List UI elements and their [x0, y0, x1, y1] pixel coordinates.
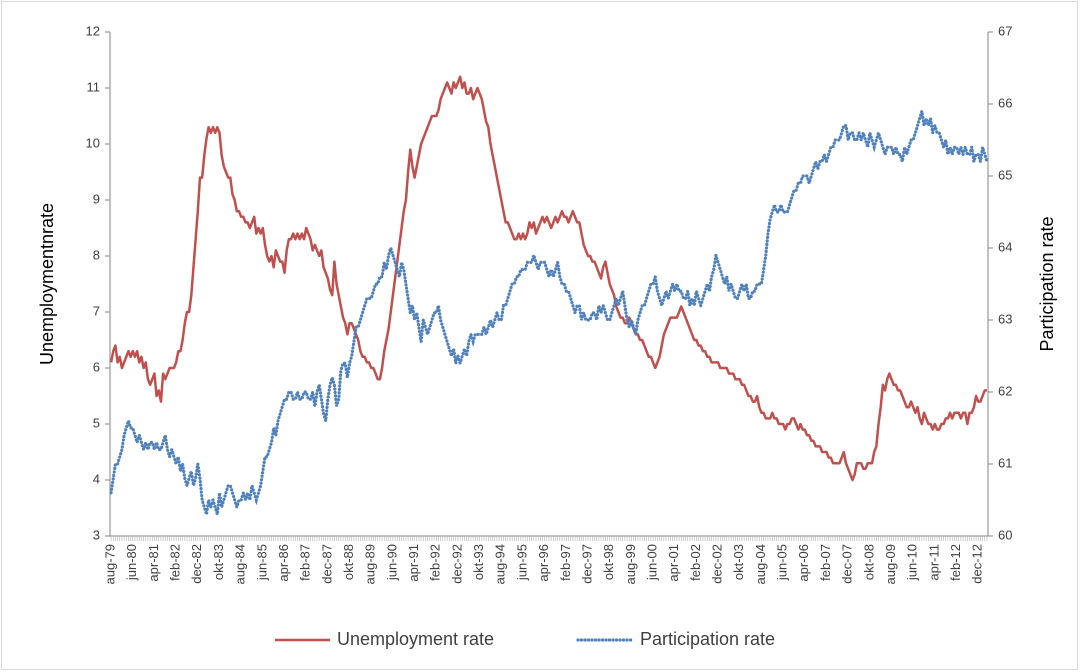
x-tick-label: dec-07 [840, 544, 855, 584]
y-tick-label: 12 [86, 23, 100, 38]
legend-label: Unemployment rate [337, 629, 494, 649]
y-tick-label: 9 [93, 191, 100, 206]
x-tick-label: feb-82 [168, 544, 183, 581]
x-tick-label: dec-82 [189, 544, 204, 584]
y-tick-label: 7 [93, 303, 100, 318]
x-tick-label: jun-05 [775, 544, 790, 581]
x-tick-label: apr-86 [276, 544, 291, 582]
x-tick-label: jun-85 [254, 544, 269, 581]
x-tick-label: aug-04 [753, 544, 768, 584]
x-tick-label: aug-99 [623, 544, 638, 584]
x-tick-label: aug-84 [233, 544, 248, 584]
x-tick-label: jun-10 [905, 544, 920, 581]
y2-tick-label: 61 [998, 455, 1012, 470]
y-tick-label: 8 [93, 247, 100, 262]
y2-tick-label: 62 [998, 383, 1012, 398]
x-tick-label: apr-96 [536, 544, 551, 582]
y2-tick-label: 60 [998, 527, 1012, 542]
x-tick-label: okt-08 [861, 544, 876, 580]
y-tick-label: 11 [87, 79, 101, 94]
x-tick-label: okt-03 [731, 544, 746, 580]
y-axis-title: Unemploymentnrate [37, 203, 57, 365]
x-tick-label: okt-93 [471, 544, 486, 580]
x-tick-label: okt-98 [601, 544, 616, 580]
y-tick-label: 5 [93, 415, 100, 430]
x-tick-label: feb-07 [818, 544, 833, 581]
x-tick-label: aug-09 [883, 544, 898, 584]
x-tick-label: jun-95 [514, 544, 529, 581]
x-tick-label: aug-79 [103, 544, 118, 584]
y-tick-label: 10 [86, 135, 100, 150]
x-tick-label: feb-02 [688, 544, 703, 581]
legend-label: Participation rate [640, 629, 775, 649]
y2-tick-label: 64 [998, 239, 1012, 254]
x-tick-label: apr-06 [796, 544, 811, 582]
y-tick-label: 6 [93, 359, 100, 374]
x-tick-label: dec-87 [319, 544, 334, 584]
x-tick-label: apr-11 [926, 544, 941, 581]
x-tick-label: apr-01 [666, 544, 681, 582]
x-tick-label: feb-87 [298, 544, 313, 581]
x-tick-label: aug-89 [363, 544, 378, 584]
series-line [109, 110, 989, 515]
x-tick-label: apr-91 [406, 544, 421, 582]
series-line [109, 75, 987, 482]
x-tick-label: jun-80 [124, 544, 139, 581]
x-tick-label: apr-81 [146, 544, 161, 582]
x-tick-label: dec-92 [449, 544, 464, 584]
y2-tick-label: 65 [998, 167, 1012, 182]
x-tick-label: jun-00 [644, 544, 659, 581]
x-tick-label: okt-83 [211, 544, 226, 580]
y2-tick-label: 66 [998, 95, 1012, 110]
x-tick-label: dec-12 [970, 544, 985, 584]
x-tick-label: okt-88 [341, 544, 356, 580]
x-tick-label: dec-97 [579, 544, 594, 584]
x-tick-label: feb-12 [948, 544, 963, 581]
x-tick-label: feb-97 [558, 544, 573, 581]
x-tick-label: jun-90 [384, 544, 399, 581]
x-tick-label: dec-02 [710, 544, 725, 584]
y2-axis-title: Participation rate [1037, 216, 1057, 351]
y-tick-label: 3 [93, 527, 100, 542]
x-tick-label: aug-94 [493, 544, 508, 584]
x-tick-label: feb-92 [428, 544, 443, 581]
y2-tick-label: 63 [998, 311, 1012, 326]
y-tick-label: 4 [93, 471, 100, 486]
y2-tick-label: 67 [998, 23, 1012, 38]
